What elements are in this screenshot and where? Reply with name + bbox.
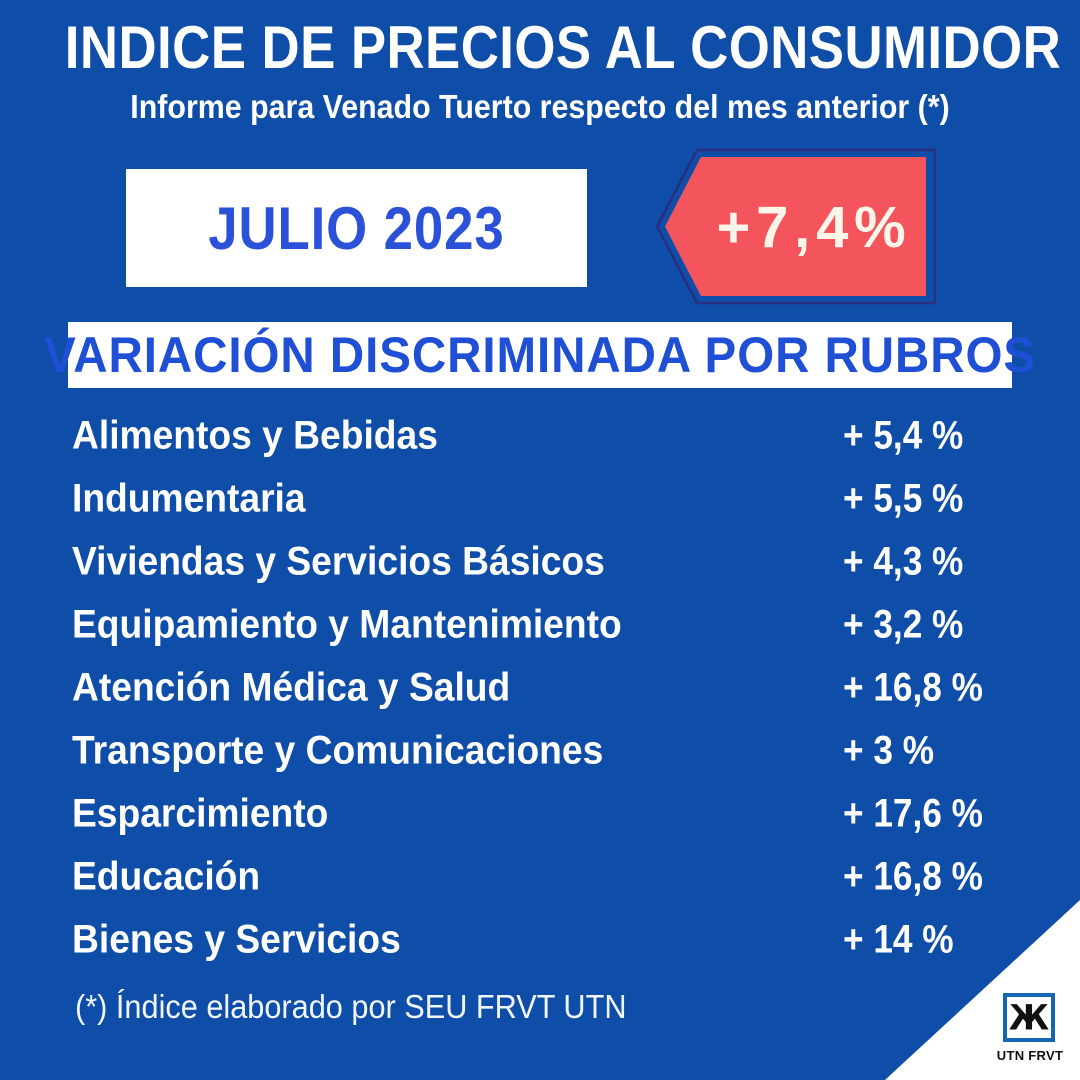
category-label: Esparcimiento <box>72 791 329 835</box>
section-title: VARIACIÓN DISCRIMINADA POR RUBROS <box>44 327 1036 383</box>
category-label: Bienes y Servicios <box>72 917 401 961</box>
category-value: + 14 % <box>843 917 954 961</box>
category-value: + 16,8 % <box>843 854 983 898</box>
category-value: + 5,4 % <box>843 413 964 457</box>
footnote: (*) Índice elaborado por SEU FRVT UTN <box>75 988 627 1025</box>
page-subtitle: Informe para Venado Tuerto respecto del … <box>130 88 950 125</box>
category-value: + 16,8 % <box>843 665 983 709</box>
page-title: INDICE DE PRECIOS AL CONSUMIDOR <box>64 14 1062 81</box>
category-label: Indumentaria <box>72 476 306 520</box>
category-row: Atención Médica y Salud + 16,8 % <box>0 656 1080 719</box>
category-value: + 4,3 % <box>843 539 964 583</box>
category-value: + 3 % <box>843 728 934 772</box>
category-label: Atención Médica y Salud <box>72 665 511 709</box>
category-label: Educación <box>72 854 261 898</box>
headline-value: +7,4% <box>716 195 912 260</box>
headline-badge-tag-icon <box>655 148 937 305</box>
category-row: Transporte y Comunicaciones + 3 % <box>0 719 1080 782</box>
utn-logo-caption: UTN FRVT <box>996 1048 1064 1063</box>
category-row: Viviendas y Servicios Básicos + 4,3 % <box>0 530 1080 593</box>
utn-logo-icon: Ж <box>1003 993 1055 1042</box>
category-label: Viviendas y Servicios Básicos <box>72 539 605 583</box>
category-label: Transporte y Comunicaciones <box>72 728 604 772</box>
category-row: Esparcimiento + 17,6 % <box>0 782 1080 845</box>
category-label: Alimentos y Bebidas <box>72 413 438 457</box>
category-value: + 5,5 % <box>843 476 964 520</box>
period-label: JULIO 2023 <box>208 194 505 262</box>
category-value: + 17,6 % <box>843 791 983 835</box>
category-row: Alimentos y Bebidas + 5,4 % <box>0 404 1080 467</box>
category-row: Educación + 16,8 % <box>0 845 1080 908</box>
period-box: JULIO 2023 <box>126 169 587 287</box>
section-bar: VARIACIÓN DISCRIMINADA POR RUBROS <box>44 322 1035 388</box>
category-row: Indumentaria + 5,5 % <box>0 467 1080 530</box>
utn-logo-glyph: Ж <box>1008 997 1050 1038</box>
category-label: Equipamiento y Mantenimiento <box>72 602 622 646</box>
category-row: Equipamiento y Mantenimiento + 3,2 % <box>0 593 1080 656</box>
category-value: + 3,2 % <box>843 602 964 646</box>
category-row: Bienes y Servicios + 14 % <box>0 908 1080 971</box>
categories-list: Alimentos y Bebidas + 5,4 % Indumentaria + … <box>0 404 1080 971</box>
